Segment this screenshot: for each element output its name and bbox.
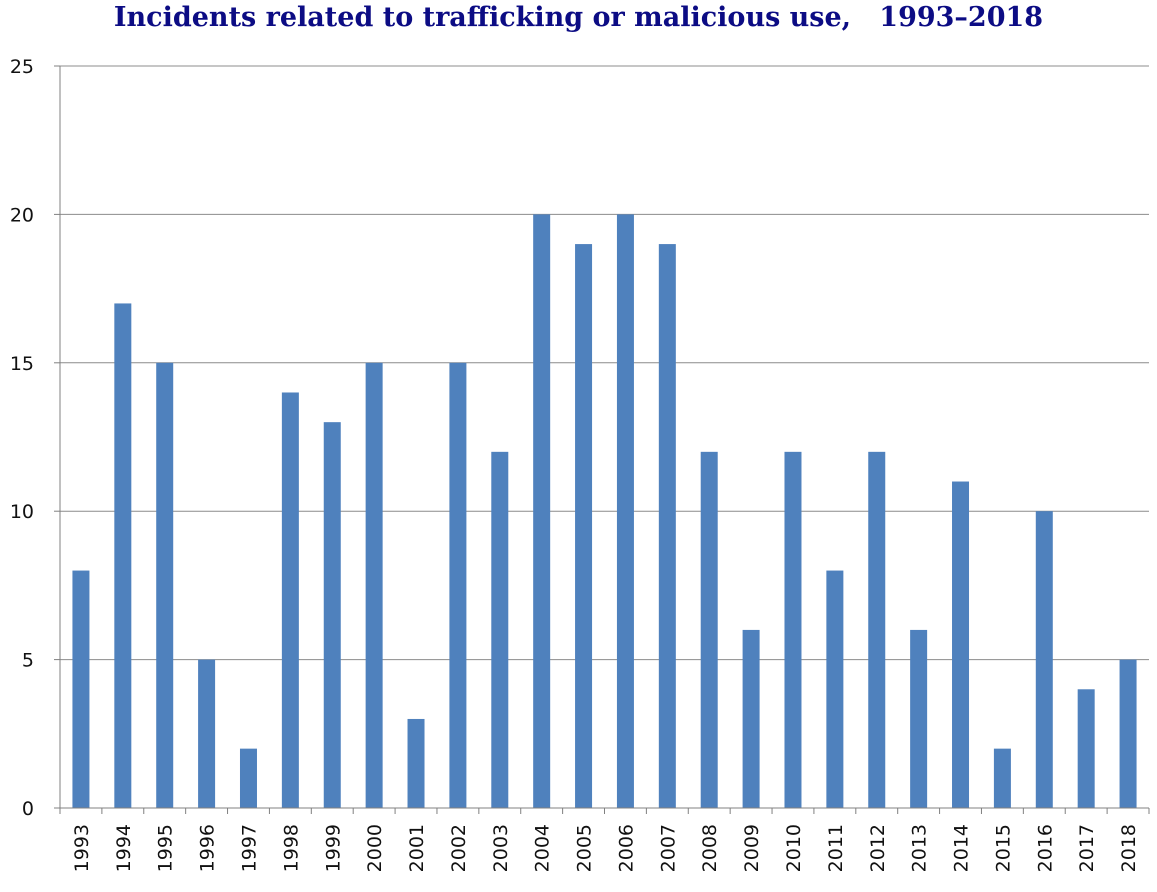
bar-1995 — [156, 362, 174, 808]
bar-2013 — [910, 629, 928, 808]
bar-2000 — [365, 362, 383, 808]
x-tick-label: 1996 — [197, 824, 219, 872]
x-tick-label: 2012 — [867, 824, 889, 872]
x-tick-label: 2006 — [615, 824, 637, 872]
bar-2015 — [993, 748, 1011, 808]
bar-1998 — [281, 392, 299, 808]
x-tick-label: 2007 — [657, 824, 679, 872]
bar-2016 — [1035, 511, 1053, 808]
y-tick-label: 0 — [22, 798, 34, 820]
bar-2017 — [1077, 689, 1095, 808]
x-tick-label: 2004 — [532, 824, 554, 872]
bar-1994 — [114, 303, 132, 808]
bar-2009 — [742, 629, 760, 808]
x-tick-label: 2001 — [406, 824, 428, 872]
bar-2014 — [952, 481, 970, 808]
bar-2010 — [784, 451, 802, 808]
bar-2018 — [1119, 659, 1137, 808]
y-tick-label: 20 — [10, 204, 34, 226]
x-tick-label: 2005 — [574, 824, 596, 872]
bar-2012 — [868, 451, 886, 808]
x-tick-label: 2013 — [909, 824, 931, 872]
bar-2002 — [449, 362, 467, 808]
x-tick-label: 2014 — [951, 824, 973, 872]
x-tick-label: 1993 — [71, 824, 93, 872]
bar-2001 — [407, 718, 425, 808]
bar-1997 — [239, 748, 257, 808]
x-tick-label: 2009 — [741, 824, 763, 872]
x-tick-label: 2011 — [825, 824, 847, 872]
bar-2003 — [491, 451, 509, 808]
x-tick-label: 2008 — [699, 824, 721, 872]
x-tick-labels: 1993 1994 1995 1996 1997 1998 1999 2000 2001 2002… — [71, 824, 1140, 872]
x-tick-label: 1999 — [322, 824, 344, 872]
x-tick-label: 2017 — [1076, 824, 1098, 872]
bar-2007 — [658, 244, 676, 808]
y-tick-label: 5 — [22, 650, 34, 672]
bar-2008 — [700, 451, 718, 808]
bar-2006 — [616, 214, 634, 808]
x-tick-label: 1995 — [155, 824, 177, 872]
y-tick-label: 15 — [10, 353, 34, 375]
bar-1999 — [323, 422, 341, 808]
x-tick-label: 1997 — [238, 824, 260, 872]
axes — [54, 65, 1150, 814]
bar-2011 — [826, 570, 844, 808]
x-tick-label: 2015 — [992, 824, 1014, 872]
y-tick-labels: 0 5 10 15 20 25 — [10, 56, 34, 820]
x-tick-label: 2000 — [364, 824, 386, 872]
bar-1996 — [198, 659, 216, 808]
y-tick-label: 25 — [10, 56, 34, 78]
x-tick-label: 2003 — [490, 824, 512, 872]
y-tick-label: 10 — [10, 501, 34, 523]
bars — [72, 214, 1137, 808]
x-tick-label: 1994 — [113, 824, 135, 872]
x-tick-label: 2016 — [1034, 824, 1056, 872]
x-tick-label: 2010 — [783, 824, 805, 872]
bar-2005 — [575, 244, 593, 808]
x-tick-label: 1998 — [280, 824, 302, 872]
gridlines — [60, 65, 1149, 661]
x-tick-label: 2002 — [448, 824, 470, 872]
bar-2004 — [533, 214, 551, 808]
chart-title: Incidents related to trafficking or mali… — [113, 2, 1044, 33]
bar-1993 — [72, 570, 90, 808]
x-tick-label: 2018 — [1118, 824, 1140, 872]
